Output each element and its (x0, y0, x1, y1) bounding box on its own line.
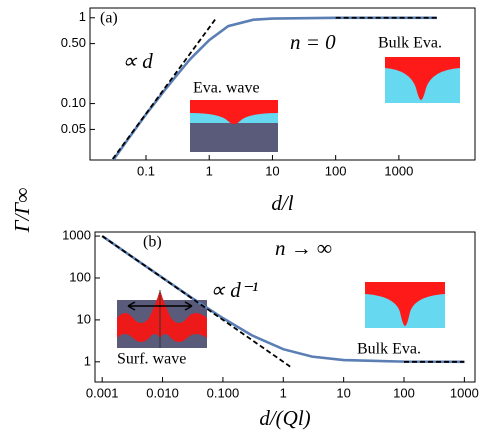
annotation: ∝ d (122, 49, 153, 73)
x-tick-label: 10 (265, 163, 279, 178)
x-tick-label: 100 (393, 385, 415, 400)
inset-eva-wave (190, 100, 278, 152)
y-tick-label: 1000 (62, 227, 91, 242)
annotation: (a) (100, 10, 118, 27)
y-tick-label: 10 (77, 311, 91, 326)
x-tick-label: 0.010 (146, 385, 179, 400)
asymptote-line (110, 17, 218, 160)
y-tick-label: 0.50 (61, 35, 86, 50)
x-tick-label: 0.100 (207, 385, 240, 400)
x-tick-label: 1 (280, 385, 287, 400)
x-tick-label: 10 (336, 385, 350, 400)
annotation: n → ∞ (275, 236, 332, 260)
x-tick-label: 1 (206, 163, 213, 178)
y-tick-label: 100 (69, 269, 91, 284)
inset-surf-wave (117, 290, 207, 348)
inset-bulk-eva (385, 57, 460, 103)
plot-frame (94, 231, 476, 383)
x-tick-label: 0.1 (137, 163, 155, 178)
annotation: n = 0 (290, 30, 336, 54)
annotation: (b) (143, 234, 162, 251)
annotation: ∝ d⁻¹ (210, 278, 258, 302)
inset-bulk-eva (365, 282, 445, 328)
y-tick-label: 1 (84, 353, 91, 368)
y-tick-label: 1 (79, 9, 86, 24)
x-tick-label: 0.001 (86, 385, 119, 400)
annotation: Bulk Eva. (357, 341, 421, 358)
x-axis-label: d/(Ql) (259, 406, 310, 430)
y-tick-label: 0.10 (61, 95, 86, 110)
y-axis-label: Γ/Γ∞ (10, 188, 34, 234)
plot-frame (89, 7, 476, 161)
y-tick-label: 0.05 (61, 121, 86, 136)
annotation: Eva. wave (193, 80, 260, 97)
annotation: Surf. wave (117, 351, 186, 368)
x-tick-label: 1000 (384, 163, 413, 178)
asymptote-line (101, 235, 291, 368)
annotation: Bulk Eva. (378, 35, 442, 52)
x-tick-label: 1000 (450, 385, 479, 400)
x-tick-label: 100 (325, 163, 347, 178)
x-axis-label: d/l (271, 191, 293, 215)
